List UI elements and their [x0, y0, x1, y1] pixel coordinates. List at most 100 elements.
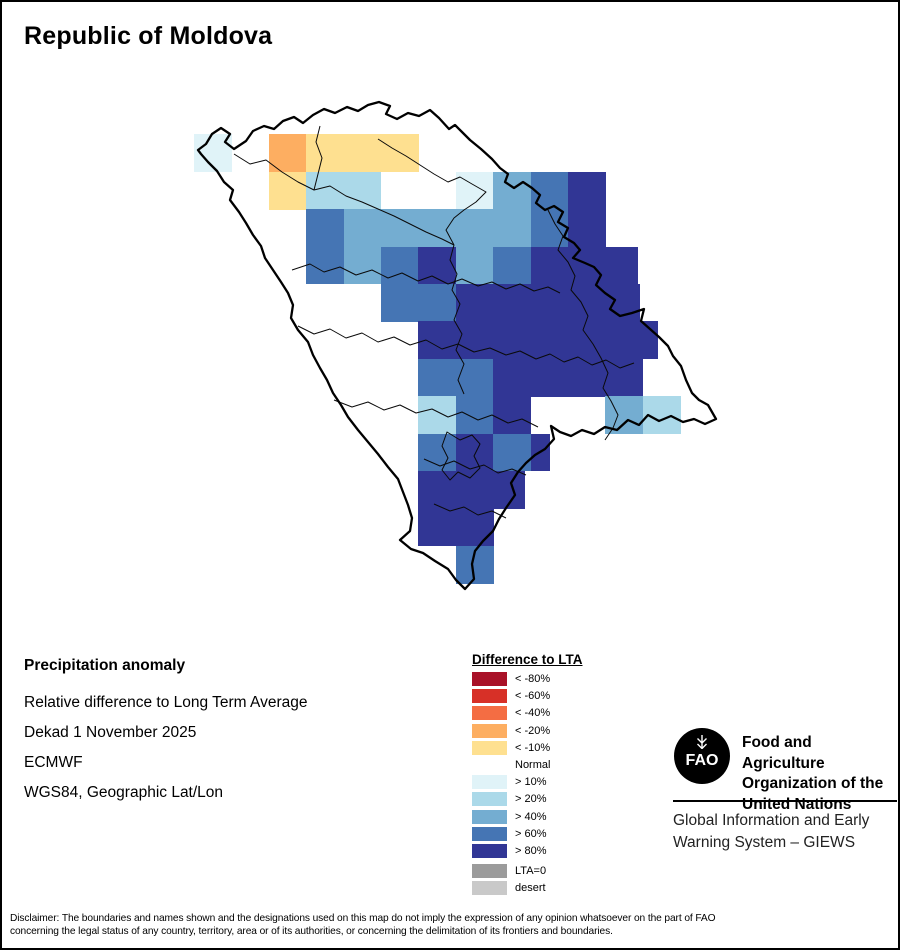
legend-label: desert [515, 882, 546, 895]
raster-cell-gt80 [568, 209, 606, 247]
raster-cell-gt40 [381, 209, 419, 247]
raster-cell-gt40 [343, 209, 382, 247]
raster-cell-gt40 [493, 171, 532, 210]
raster-cell-gt40 [418, 209, 457, 247]
legend-swatch [472, 706, 507, 721]
raster-cell-lt10 [381, 134, 419, 173]
legend-label: < -10% [515, 741, 551, 754]
giews-line: Warning System – GIEWS [673, 833, 856, 851]
raster-cell-gt60 [493, 246, 532, 285]
legend-label: > 10% [515, 776, 547, 789]
raster-cell-gt80 [568, 321, 606, 360]
raster-cell-gt80 [530, 358, 569, 397]
raster-cell-gt40 [493, 209, 532, 247]
legend-entry: desert [472, 881, 546, 896]
page-title: Republic of Moldova [24, 22, 273, 50]
legend-title: Difference to LTA [472, 652, 583, 667]
legend-swatch [472, 757, 507, 772]
legend-entry: < -60% [472, 689, 551, 704]
legend-swatch [472, 689, 507, 704]
legend-swatch [472, 740, 507, 755]
raster-cell-gt80 [568, 171, 606, 210]
legend-entry: > 20% [472, 792, 550, 807]
map-info-block: Precipitation anomaly Relative differenc… [24, 657, 454, 808]
raster-cell-lt10 [306, 134, 345, 173]
fao-org-line: Organization of the [742, 775, 884, 792]
legend-extra-entries: LTA=0 desert [472, 864, 546, 898]
legend-entry: Normal [472, 757, 551, 772]
raster-cell-gt80 [455, 508, 494, 547]
legend-swatch [472, 809, 507, 824]
country-border [196, 100, 718, 591]
raster-cell-gt80 [530, 246, 569, 285]
raster-cell-gt60 [381, 283, 419, 322]
legend-label: > 20% [515, 793, 547, 806]
raster-cell-gt80 [455, 321, 494, 360]
legend-label: < -80% [515, 673, 551, 685]
raster-cell-gt80 [530, 321, 569, 360]
legend-swatch [472, 843, 507, 858]
raster-cell-gt80 [605, 246, 638, 285]
info-heading: Precipitation anomaly [24, 657, 186, 674]
legend-label: > 80% [515, 844, 547, 857]
legend-swatch [472, 775, 507, 790]
info-line-source: ECMWF [24, 754, 83, 771]
legend-label: < -60% [515, 690, 551, 703]
raster-cell-gt80 [455, 470, 494, 509]
legend-entry: < -20% [472, 723, 551, 738]
legend-swatch [472, 723, 507, 738]
fao-org-line: Food and Agriculture [742, 734, 825, 772]
fao-org-name: Food and Agriculture Organization of the… [742, 733, 898, 815]
admin-boundaries [233, 125, 635, 519]
legend-entry: < -40% [472, 706, 551, 721]
raster-cell-gt80 [568, 358, 606, 397]
raster-cell-lt10 [343, 134, 382, 173]
legend-entry: > 80% [472, 843, 550, 858]
raster-cell-gt80 [418, 508, 457, 547]
raster-cell-gt40 [455, 246, 494, 285]
raster-cell-gt80 [493, 396, 532, 434]
raster-cell-lt20 [268, 134, 307, 173]
raster-cell-gt80 [568, 283, 606, 322]
raster-cell-gt80 [493, 358, 532, 397]
legend-label: < -20% [515, 724, 551, 737]
legend-swatch [472, 792, 507, 807]
raster-cell-gt60 [306, 209, 345, 247]
fao-divider [673, 800, 897, 802]
giews-label: Global Information and Early Warning Sys… [673, 810, 869, 853]
legend-entry: < -10% [472, 740, 551, 755]
giews-line: Global Information and Early [673, 812, 870, 829]
legend-entry: > 40% [472, 809, 550, 824]
raster-cell-lt10 [268, 171, 307, 210]
info-line-dekad: Dekad 1 November 2025 [24, 724, 197, 741]
raster-cell-gt80 [493, 283, 532, 322]
raster-cell-gt60 [455, 396, 494, 434]
legend-entry: < -80% [472, 672, 550, 686]
raster-cell-gt80 [642, 321, 659, 360]
legend-label: Normal [515, 758, 551, 771]
raster-cell-gt60 [418, 283, 457, 322]
raster-cell-gt20 [343, 171, 382, 210]
info-line-projection: WGS84, Geographic Lat/Lon [24, 784, 224, 801]
legend-label: < -40% [515, 707, 551, 720]
info-line-subtitle: Relative difference to Long Term Average [24, 694, 308, 711]
legend-entry: > 60% [472, 826, 550, 841]
raster-cell-gt80 [605, 321, 644, 360]
raster-cell-gt80 [455, 283, 494, 322]
fao-logo-text: FAO [686, 752, 719, 769]
legend-label: > 60% [515, 827, 547, 840]
raster-cell-gt20 [418, 396, 457, 434]
legend-label: LTA=0 [515, 865, 547, 877]
disclaimer: Disclaimer: The boundaries and names sho… [10, 913, 896, 938]
legend-entry: > 10% [472, 775, 550, 790]
fao-logo-icon: FAO [673, 727, 731, 785]
disclaimer-line: concerning the legal status of any count… [10, 925, 613, 937]
legend-label: > 40% [515, 810, 547, 823]
legend-swatch [472, 881, 507, 896]
legend-swatch [472, 826, 507, 841]
disclaimer-line: Disclaimer: The boundaries and names sho… [10, 913, 716, 924]
raster-cell-gt60 [418, 358, 457, 397]
